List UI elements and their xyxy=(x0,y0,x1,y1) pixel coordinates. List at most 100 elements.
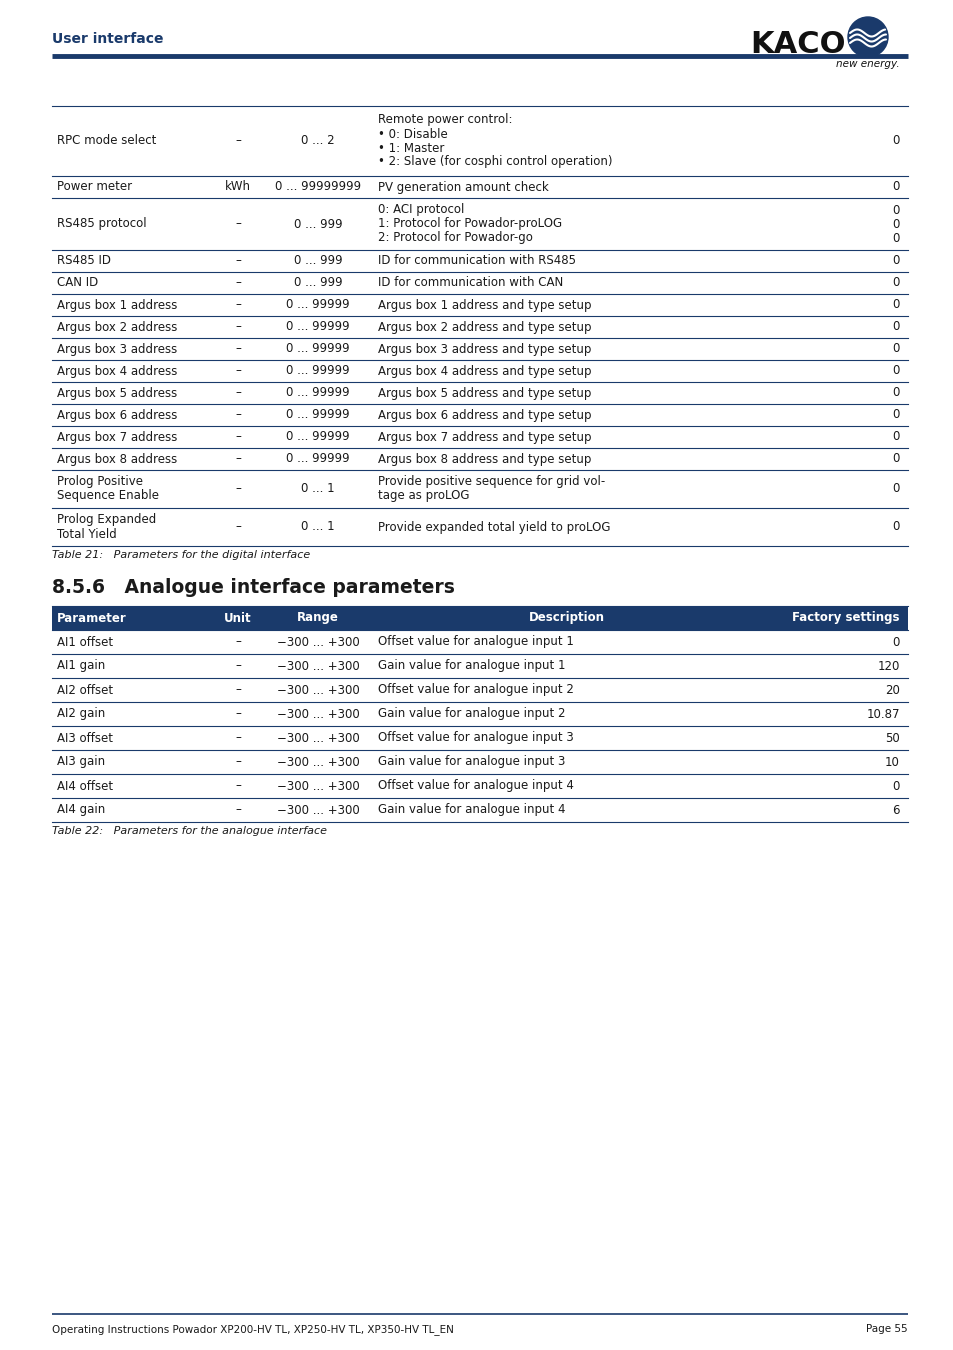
Text: –: – xyxy=(234,707,241,721)
Text: 0: 0 xyxy=(892,409,899,421)
Text: tage as proLOG: tage as proLOG xyxy=(377,490,469,502)
Text: 0 ... 1: 0 ... 1 xyxy=(301,482,335,495)
Text: 10.87: 10.87 xyxy=(865,707,899,721)
Text: Description: Description xyxy=(529,612,604,625)
Text: KACO: KACO xyxy=(749,30,844,59)
Text: 0 ... 999: 0 ... 999 xyxy=(294,277,342,289)
Text: PV generation amount check: PV generation amount check xyxy=(377,181,548,193)
Text: Offset value for analogue input 1: Offset value for analogue input 1 xyxy=(377,636,574,648)
Text: –: – xyxy=(234,255,241,267)
Text: –: – xyxy=(234,452,241,466)
Text: Argus box 6 address and type setup: Argus box 6 address and type setup xyxy=(377,409,591,421)
Text: –: – xyxy=(234,803,241,817)
Text: 0 ... 1: 0 ... 1 xyxy=(301,521,335,533)
Text: 0 ... 2: 0 ... 2 xyxy=(301,135,335,147)
Text: 0 ... 99999: 0 ... 99999 xyxy=(286,364,350,378)
Text: –: – xyxy=(234,521,241,533)
Text: Argus box 5 address and type setup: Argus box 5 address and type setup xyxy=(377,386,591,400)
Text: ID for communication with CAN: ID for communication with CAN xyxy=(377,277,562,289)
Text: 0: ACI protocol: 0: ACI protocol xyxy=(377,204,464,216)
Text: Range: Range xyxy=(296,612,338,625)
Text: Provide expanded total yield to proLOG: Provide expanded total yield to proLOG xyxy=(377,521,610,533)
Text: 0: 0 xyxy=(892,343,899,355)
Text: –: – xyxy=(234,683,241,697)
Text: Operating Instructions Powador XP200-HV TL, XP250-HV TL, XP350-HV TL_EN: Operating Instructions Powador XP200-HV … xyxy=(52,1324,454,1335)
Text: • 2: Slave (for cosphi control operation): • 2: Slave (for cosphi control operation… xyxy=(377,155,612,169)
Text: AI4 offset: AI4 offset xyxy=(57,779,113,792)
Text: –: – xyxy=(234,636,241,648)
Text: 0: 0 xyxy=(892,779,899,792)
Text: –: – xyxy=(234,482,241,495)
Text: 6: 6 xyxy=(892,803,899,817)
Text: Provide positive sequence for grid vol-: Provide positive sequence for grid vol- xyxy=(377,475,604,489)
Text: Offset value for analogue input 3: Offset value for analogue input 3 xyxy=(377,732,573,744)
Text: 0: 0 xyxy=(892,386,899,400)
Text: AI2 gain: AI2 gain xyxy=(57,707,105,721)
Text: Table 21:   Parameters for the digital interface: Table 21: Parameters for the digital int… xyxy=(52,549,310,560)
Text: 1: Protocol for Powador-proLOG: 1: Protocol for Powador-proLOG xyxy=(377,217,561,231)
Text: Gain value for analogue input 1: Gain value for analogue input 1 xyxy=(377,660,565,672)
Text: Argus box 7 address and type setup: Argus box 7 address and type setup xyxy=(377,431,591,444)
Text: –: – xyxy=(234,756,241,768)
Text: Offset value for analogue input 2: Offset value for analogue input 2 xyxy=(377,683,574,697)
Text: –: – xyxy=(234,732,241,744)
Text: 0: 0 xyxy=(892,452,899,466)
Text: AI3 gain: AI3 gain xyxy=(57,756,105,768)
Text: 0: 0 xyxy=(892,636,899,648)
Text: 8.5.6   Analogue interface parameters: 8.5.6 Analogue interface parameters xyxy=(52,578,455,597)
Text: RS485 protocol: RS485 protocol xyxy=(57,217,147,231)
Text: Sequence Enable: Sequence Enable xyxy=(57,490,159,502)
Text: Total Yield: Total Yield xyxy=(57,528,116,540)
Text: 0 ... 99999: 0 ... 99999 xyxy=(286,386,350,400)
Text: Argus box 2 address and type setup: Argus box 2 address and type setup xyxy=(377,320,591,333)
Text: 120: 120 xyxy=(877,660,899,672)
Text: AI2 offset: AI2 offset xyxy=(57,683,113,697)
Text: Argus box 1 address and type setup: Argus box 1 address and type setup xyxy=(377,298,591,312)
Text: Argus box 3 address and type setup: Argus box 3 address and type setup xyxy=(377,343,591,355)
Text: AI3 offset: AI3 offset xyxy=(57,732,112,744)
Text: Argus box 4 address: Argus box 4 address xyxy=(57,364,177,378)
Text: –: – xyxy=(234,320,241,333)
Text: User interface: User interface xyxy=(52,32,163,46)
Text: −300 ... +300: −300 ... +300 xyxy=(276,732,359,744)
Text: Factory settings: Factory settings xyxy=(792,612,899,625)
Text: −300 ... +300: −300 ... +300 xyxy=(276,660,359,672)
Text: Argus box 5 address: Argus box 5 address xyxy=(57,386,177,400)
Text: –: – xyxy=(234,298,241,312)
Text: –: – xyxy=(234,217,241,231)
Text: 0: 0 xyxy=(892,277,899,289)
Text: 0 ... 99999: 0 ... 99999 xyxy=(286,409,350,421)
Text: −300 ... +300: −300 ... +300 xyxy=(276,756,359,768)
Text: Offset value for analogue input 4: Offset value for analogue input 4 xyxy=(377,779,574,792)
Text: –: – xyxy=(234,660,241,672)
Text: ID for communication with RS485: ID for communication with RS485 xyxy=(377,255,576,267)
Text: AI4 gain: AI4 gain xyxy=(57,803,105,817)
Text: –: – xyxy=(234,779,241,792)
Text: 0: 0 xyxy=(892,431,899,444)
Text: –: – xyxy=(234,277,241,289)
Text: 0: 0 xyxy=(892,364,899,378)
Text: −300 ... +300: −300 ... +300 xyxy=(276,683,359,697)
Text: –: – xyxy=(234,364,241,378)
Text: 0: 0 xyxy=(892,135,899,147)
Text: 0: 0 xyxy=(892,231,899,244)
Text: Table 22:   Parameters for the analogue interface: Table 22: Parameters for the analogue in… xyxy=(52,826,327,836)
Bar xyxy=(52,606,907,630)
Circle shape xyxy=(847,18,887,57)
Text: 0: 0 xyxy=(892,204,899,216)
Text: Prolog Expanded: Prolog Expanded xyxy=(57,513,156,526)
Text: new energy.: new energy. xyxy=(835,59,899,69)
Text: kWh: kWh xyxy=(225,181,251,193)
Text: 20: 20 xyxy=(884,683,899,697)
Text: 0 ... 999: 0 ... 999 xyxy=(294,217,342,231)
Text: Argus box 8 address: Argus box 8 address xyxy=(57,452,177,466)
Text: 0 ... 99999: 0 ... 99999 xyxy=(286,298,350,312)
Text: • 1: Master: • 1: Master xyxy=(377,142,444,154)
Text: 0 ... 99999999: 0 ... 99999999 xyxy=(274,181,360,193)
Text: Page 55: Page 55 xyxy=(865,1324,907,1334)
Text: CAN ID: CAN ID xyxy=(57,277,98,289)
Text: –: – xyxy=(234,409,241,421)
Text: 0: 0 xyxy=(892,521,899,533)
Text: 0: 0 xyxy=(892,217,899,231)
Text: Argus box 1 address: Argus box 1 address xyxy=(57,298,177,312)
